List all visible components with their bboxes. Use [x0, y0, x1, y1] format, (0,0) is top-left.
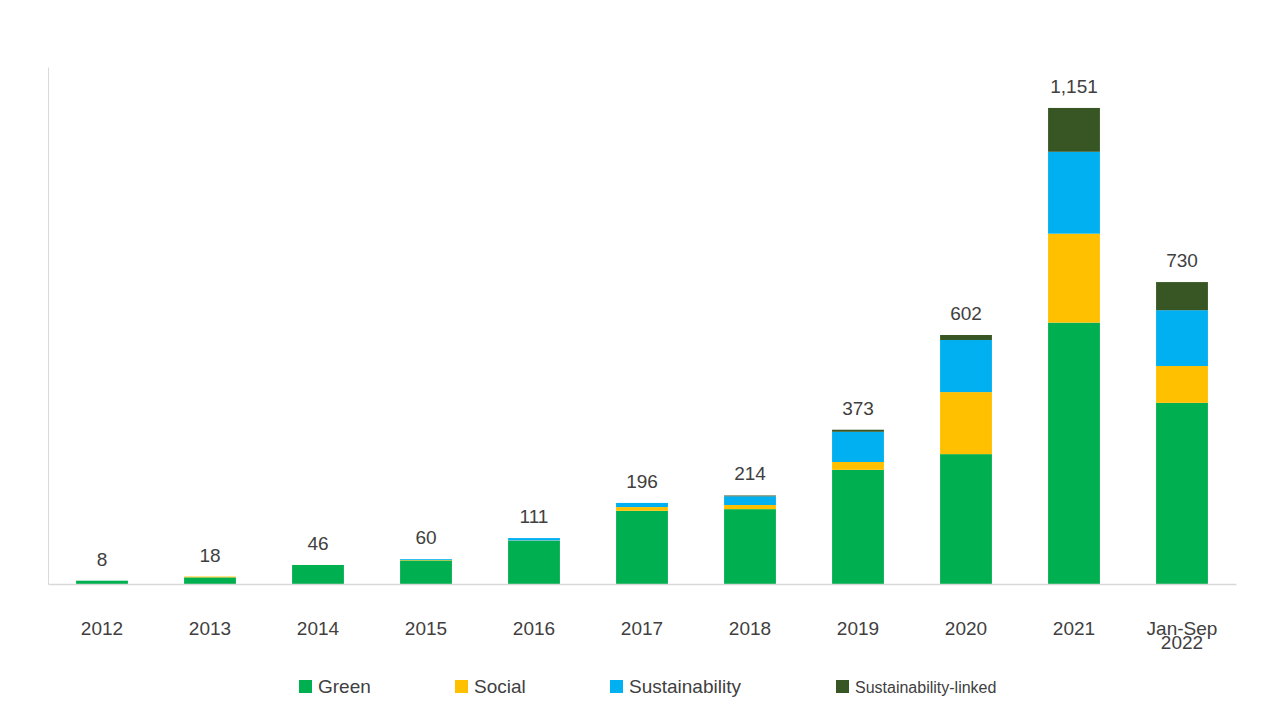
legend: Green Social Sustainability Sustainability-…	[299, 676, 996, 697]
bar-segment	[1156, 310, 1208, 366]
bar-segment	[184, 576, 236, 578]
x-tick-label: 2021	[1053, 618, 1095, 639]
legend-label: Sustainability	[629, 676, 741, 697]
bar-segment	[1048, 323, 1100, 584]
bar-segment	[940, 335, 992, 340]
bar-segment	[940, 392, 992, 454]
x-tick-label: 2014	[297, 618, 340, 639]
total-label: 1,151	[1050, 76, 1098, 97]
legend-item: Sustainability-linked	[836, 679, 996, 696]
x-tick-label: 2012	[81, 618, 123, 639]
bar-segment	[76, 580, 128, 581]
series-bars	[400, 152, 1208, 560]
legend-swatch	[455, 680, 468, 693]
x-tick: 2018	[729, 584, 771, 639]
x-tick: 2020	[945, 584, 987, 639]
bar-segment	[1048, 108, 1100, 152]
x-tick: 2016	[513, 584, 555, 639]
bar-segment	[400, 560, 452, 561]
bars	[76, 108, 1208, 584]
x-tick-label: 2017	[621, 618, 663, 639]
x-axis-line	[49, 584, 1237, 585]
bar-segment	[508, 541, 560, 584]
bar-segment	[184, 576, 236, 577]
bar-segment	[400, 559, 452, 561]
bar-segment	[940, 454, 992, 584]
total-label: 602	[950, 303, 982, 324]
total-label: 196	[626, 471, 658, 492]
bar-segment	[76, 581, 128, 584]
x-tick-label: 2019	[837, 618, 879, 639]
bar-segment	[724, 509, 776, 584]
bar-segment	[832, 430, 884, 432]
total-label: 46	[307, 533, 328, 554]
legend-item: Social	[455, 676, 526, 697]
bar-segment	[940, 340, 992, 392]
bar-segment	[1048, 152, 1100, 234]
x-tick-label: 2016	[513, 618, 555, 639]
x-tick: 2021	[1053, 584, 1095, 639]
bar-segment	[76, 580, 128, 581]
bar-segment	[724, 495, 776, 497]
legend-swatch	[299, 680, 312, 693]
bar-segment	[292, 564, 344, 565]
series-bars	[184, 234, 1208, 578]
x-tick: 2013	[189, 584, 231, 639]
legend-swatch	[836, 680, 849, 693]
bar-segment	[292, 564, 344, 565]
y-axis	[48, 68, 49, 585]
legend-label: Green	[318, 676, 371, 697]
total-labels: 8 18 46 60 111 196 214 373 602 1,151 730	[97, 76, 1198, 570]
bar-segment	[508, 538, 560, 539]
x-tick-label: Jan-Sep2022	[1147, 618, 1218, 653]
x-tick-label: 2015	[405, 618, 447, 639]
bar-segment	[292, 564, 344, 565]
bar-segment	[724, 505, 776, 509]
bar-segment	[832, 432, 884, 462]
total-label: 730	[1166, 250, 1198, 271]
bar-segment	[1156, 403, 1208, 584]
y-axis-line	[48, 68, 49, 585]
x-tick: 2019	[837, 584, 879, 639]
x-axis: 2012 2013 2014 2015 2016 2017 2018 2019 2020 2021…	[49, 584, 1237, 653]
total-label: 60	[415, 527, 436, 548]
total-label: 111	[520, 506, 549, 527]
x-tick: 2015	[405, 584, 447, 639]
bar-segment	[616, 503, 668, 507]
bar-segment	[1156, 366, 1208, 403]
bar-segment	[292, 565, 344, 584]
bar-segment	[616, 511, 668, 584]
bar-segment	[832, 470, 884, 584]
series-bars	[76, 323, 1208, 584]
x-tick: Jan-Sep2022	[1147, 584, 1218, 653]
total-label: 373	[842, 398, 874, 419]
legend-label: Sustainability-linked	[855, 679, 996, 696]
x-tick-label: 2020	[945, 618, 987, 639]
bar-segment	[508, 538, 560, 540]
x-tick-label: 2013	[189, 618, 231, 639]
total-label: 18	[199, 545, 220, 566]
total-label: 8	[97, 549, 108, 570]
series-bars	[724, 108, 1208, 496]
x-tick: 2014	[297, 584, 340, 639]
x-tick: 2012	[81, 584, 123, 639]
bar-segment	[184, 576, 236, 577]
x-tick: 2017	[621, 584, 663, 639]
bar-segment	[400, 559, 452, 560]
legend-swatch	[610, 680, 623, 693]
bar-segment	[616, 502, 668, 503]
bar-segment	[616, 507, 668, 511]
bar-segment	[1156, 282, 1208, 310]
bar-segment	[1048, 234, 1100, 323]
bar-segment	[184, 577, 236, 584]
legend-label: Social	[474, 676, 526, 697]
legend-item: Sustainability	[610, 676, 741, 697]
x-tick-label: 2018	[729, 618, 771, 639]
total-label: 214	[734, 463, 766, 484]
bar-segment	[400, 560, 452, 584]
bar-segment	[76, 580, 128, 581]
legend-item: Green	[299, 676, 371, 697]
bar-segment	[832, 462, 884, 470]
bar-segment	[724, 496, 776, 505]
